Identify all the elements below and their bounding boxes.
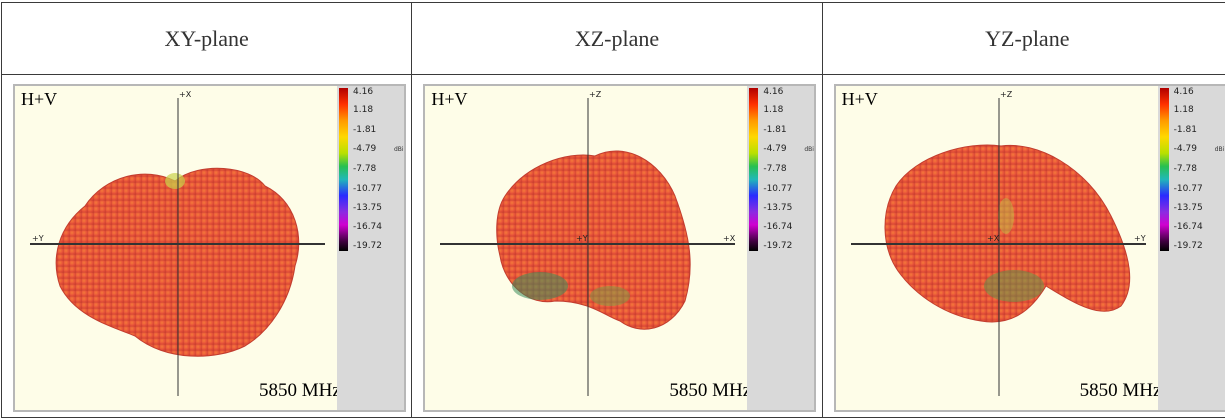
radiation-lobe (884, 144, 1130, 323)
colorbar-tick: 1.18 (763, 105, 784, 115)
lobe-highlight (997, 198, 1014, 234)
lobe-highlight (512, 272, 569, 300)
colorbar-tick: -1.81 (353, 125, 377, 135)
radiation-plot-xz: +Z +X +Y H+V 5850 MHz 4.16 1.18 -1.81 -4… (423, 84, 817, 412)
colorbar-unit: dBi (804, 146, 814, 153)
axis-label-z: +Z (1000, 90, 1013, 99)
axis-label-y: +Y (1134, 234, 1146, 243)
cell-xz-plane: +Z +X +Y H+V 5850 MHz 4.16 1.18 -1.81 -4… (411, 74, 823, 418)
axis-label-x: +X (179, 90, 192, 99)
colorbar-tick: 4.16 (353, 87, 374, 97)
axis-label-z: +Z (589, 90, 602, 99)
axis-label-x: +X (987, 234, 1000, 243)
colorbar-tick: -7.78 (763, 164, 787, 174)
radiation-lobe (55, 167, 300, 357)
colorbar-tick: -19.72 (1173, 241, 1203, 251)
lobe-highlight (165, 173, 185, 189)
mode-label: H+V (431, 89, 468, 109)
axis-label-y: +Y (576, 234, 588, 243)
radiation-lobe (496, 150, 692, 330)
cell-yz-plane: +Z +Y +X H+V 5850 MHz 4.16 1.18 -1.81 -4… (821, 74, 1225, 418)
colorbar-tick: -1.81 (763, 125, 787, 135)
colorbar-tick: -4.79 (763, 144, 787, 154)
colorbar (1159, 88, 1169, 251)
colorbar-tick: 1.18 (1173, 105, 1194, 115)
colorbar-tick: -10.77 (353, 184, 383, 194)
colorbar-unit: dBi (1214, 146, 1225, 153)
colorbar-tick: -10.77 (763, 184, 793, 194)
colorbar (339, 88, 348, 251)
pattern-3d-yz: +Z +Y +X (850, 90, 1146, 396)
lobe-highlight (590, 286, 631, 306)
colorbar (749, 88, 759, 251)
axis-label-x: +X (723, 234, 736, 243)
colorbar-tick: 4.16 (1173, 87, 1194, 97)
pattern-3d-xz: +Z +X +Y (440, 90, 736, 396)
colorbar-tick: 4.16 (763, 87, 784, 97)
colorbar-unit: dBi (394, 146, 404, 153)
frequency-label: 5850 MHz (1079, 380, 1162, 401)
colorbar-tick: -13.75 (1173, 203, 1203, 213)
frequency-label: 5850 MHz (669, 380, 752, 401)
frequency-label: 5850 MHz (259, 380, 341, 401)
header-xy-plane: XY-plane (0, 2, 413, 75)
colorbar-panel (747, 86, 815, 410)
pattern-3d-xy: +X +Y (30, 90, 325, 396)
mode-label: H+V (841, 89, 878, 109)
colorbar-tick: -4.79 (353, 144, 377, 154)
lobe-highlight (983, 270, 1044, 302)
colorbar-tick: -13.75 (353, 203, 383, 213)
axis-label-y: +Y (32, 234, 44, 243)
colorbar-tick: -1.81 (1173, 125, 1197, 135)
cell-xy-plane: +X +Y H+V 5850 MHz 4.16 1.18 -1.81 -4.79… (0, 74, 413, 418)
header-xz-plane: XZ-plane (411, 2, 823, 75)
colorbar-tick: -4.79 (1173, 144, 1197, 154)
colorbar-tick: -16.74 (763, 222, 793, 232)
colorbar-tick: -10.77 (1173, 184, 1203, 194)
colorbar-tick: -7.78 (1173, 164, 1197, 174)
colorbar-panel (337, 86, 404, 410)
colorbar-panel (1157, 86, 1225, 410)
colorbar-tick: -16.74 (1173, 222, 1203, 232)
colorbar-tick: -19.72 (763, 241, 793, 251)
colorbar-tick: -7.78 (353, 164, 377, 174)
radiation-plot-yz: +Z +Y +X H+V 5850 MHz 4.16 1.18 -1.81 -4… (833, 84, 1225, 412)
colorbar-tick: -13.75 (763, 203, 793, 213)
colorbar-tick: -16.74 (353, 222, 383, 232)
mode-label: H+V (21, 89, 58, 109)
radiation-plot-xy: +X +Y H+V 5850 MHz 4.16 1.18 -1.81 -4.79… (13, 84, 406, 412)
header-yz-plane: YZ-plane (821, 2, 1225, 75)
colorbar-tick: -19.72 (353, 241, 383, 251)
colorbar-tick: 1.18 (353, 105, 374, 115)
